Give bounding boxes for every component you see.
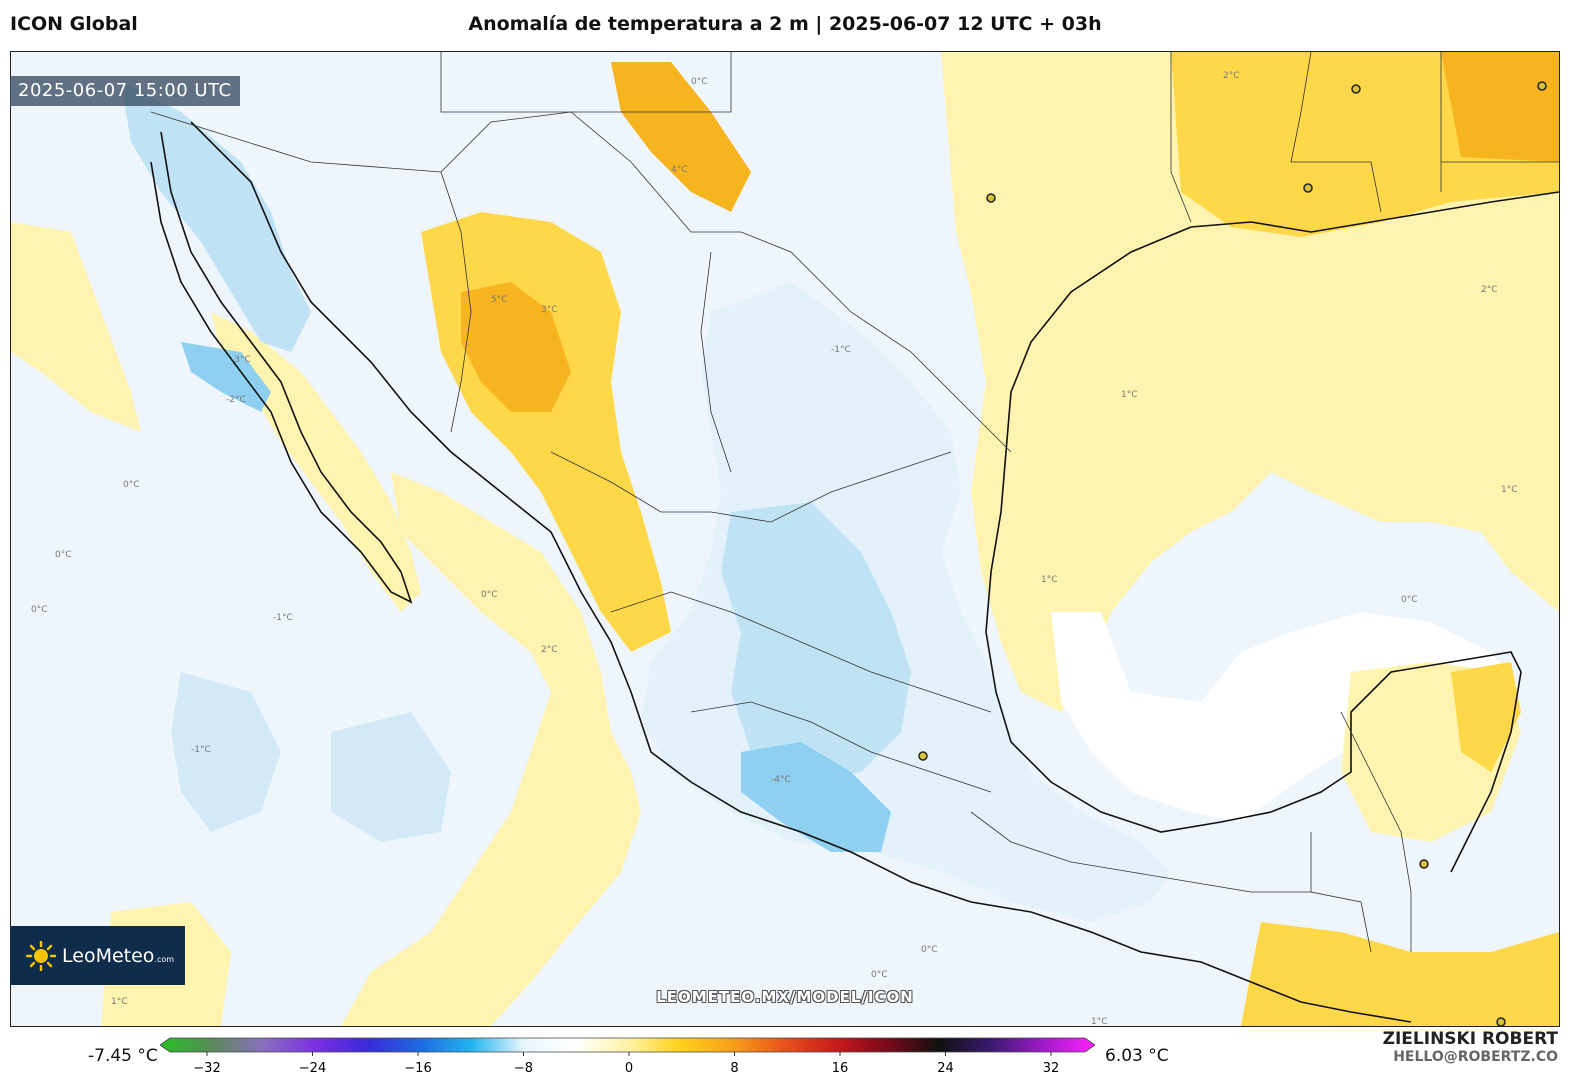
warm-region-west-edge	[11, 222, 141, 432]
contour-label: -1°C	[831, 345, 851, 355]
sun-icon	[26, 940, 56, 971]
contour-label: 0°C	[871, 970, 888, 980]
author-name: ZIELINSKI ROBERT	[1382, 1029, 1558, 1049]
city-marker	[986, 193, 996, 203]
border-central-3	[690, 701, 992, 793]
colorbar-tick-label: 16	[832, 1061, 849, 1076]
contour-labels: 0°C 2°C 1°C 1°C 0°C 0°C 0°C -1°C -1°C 0°…	[31, 71, 1518, 1026]
coastline-us-gulf	[1190, 191, 1559, 233]
city-markers	[918, 81, 1547, 1026]
author-email: HELLO@ROBERTZ.CO	[1393, 1049, 1558, 1065]
contour-label: -3°C	[231, 355, 251, 365]
map-panel[interactable]: 0°C 2°C 1°C 1°C 0°C 0°C 0°C -1°C -1°C 0°…	[10, 51, 1560, 1027]
colorbar-scale	[160, 1037, 1095, 1053]
border-us-states-2	[1290, 52, 1382, 213]
warm-region-yucatan-east	[1451, 662, 1521, 772]
admin-borders	[150, 52, 1559, 953]
contour-label: 1°C	[111, 997, 128, 1007]
contour-label: 4°C	[671, 165, 688, 175]
legend-max-value: 6.03 °C	[1105, 1046, 1169, 1066]
watermark: LEOMETEO.MX/MODEL/ICON	[656, 988, 914, 1006]
colorbar-tick-label: 24	[937, 1061, 954, 1076]
contour-label: 1°C	[1121, 390, 1138, 400]
border-guatemala	[1310, 832, 1372, 953]
contour-label: 2°C	[541, 645, 558, 655]
warm-region-central-america	[1241, 922, 1559, 1026]
valid-time-badge: 2025-06-07 15:00 UTC	[10, 76, 240, 106]
contour-label: -4°C	[771, 775, 791, 785]
cool-region-pacific-center	[331, 712, 451, 842]
cool-region-central-core	[721, 502, 911, 782]
border-chihuahua-coahuila	[700, 251, 732, 473]
coastline-mexico-gulf	[985, 226, 1522, 873]
cool-region-gulf-of-california	[121, 82, 311, 352]
colorbar-tick-label: 0	[625, 1061, 633, 1076]
logo-suffix: .com	[154, 954, 175, 964]
border-central-1	[550, 451, 952, 523]
contour-label: 0°C	[1401, 595, 1418, 605]
city-marker	[1303, 183, 1313, 193]
city-marker	[1351, 84, 1361, 94]
cool-region-south-core	[741, 742, 891, 852]
colorbar-ticks: −32 −24 −16 −8 0 8 16 24 32	[193, 1052, 1059, 1076]
border-nw-top	[440, 52, 732, 113]
contour-label: 0°C	[691, 77, 708, 87]
leometeo-logo: LeoMeteo.com	[10, 926, 185, 985]
city-marker	[1496, 1017, 1506, 1026]
warm-region-sonora-core	[461, 282, 571, 412]
border-us-states-1	[1170, 52, 1192, 223]
border-us-states-3	[1440, 52, 1559, 192]
legend-min-value: -7.45 °C	[88, 1046, 158, 1066]
colorbar-tick-label: −32	[193, 1061, 220, 1076]
contour-label: 1°C	[1041, 575, 1058, 585]
border-central-2	[610, 591, 992, 713]
chart-title: Anomalía de temperatura a 2 m | 2025-06-…	[468, 13, 1102, 35]
contour-label: 3°C	[541, 305, 558, 315]
contour-label: -1°C	[191, 745, 211, 755]
anomaly-map[interactable]: 0°C 2°C 1°C 1°C 0°C 0°C 0°C -1°C -1°C 0°…	[11, 52, 1559, 1026]
coastline-mexico-pacific	[190, 121, 1412, 1023]
border-south	[970, 811, 1311, 893]
city-marker	[918, 751, 928, 761]
logo-text: LeoMeteo.com	[62, 945, 174, 967]
warm-region-us-southeast	[1441, 52, 1559, 162]
contour-label: 2°C	[1223, 71, 1240, 81]
border-yucatan	[1340, 711, 1412, 952]
contour-label: 0°C	[123, 480, 140, 490]
cool-region-bay-of-campeche	[1051, 612, 1521, 822]
contour-label: 0°C	[31, 605, 48, 615]
colorbar: −32 −24 −16 −8 0 8 16 24 32	[160, 1037, 1095, 1076]
warm-region-pacific-coast	[341, 472, 641, 1026]
colorbar-tick-label: −16	[404, 1061, 431, 1076]
contour-label: 0°C	[921, 945, 938, 955]
cool-region-pacific-west	[171, 672, 281, 832]
city-marker	[1419, 859, 1429, 869]
colorbar-tick-label: −24	[299, 1061, 326, 1076]
contour-label: -2°C	[226, 395, 246, 405]
border-sonora-chihuahua	[440, 171, 472, 433]
model-name: ICON Global	[10, 13, 138, 35]
warm-region-chihuahua-north	[611, 62, 751, 212]
cool-region-baja-west	[181, 342, 271, 412]
contour-label: 1°C	[1091, 1017, 1108, 1026]
colorbar-tick-label: 32	[1043, 1061, 1060, 1076]
contour-label: 0°C	[481, 590, 498, 600]
city-marker	[1537, 81, 1547, 91]
coastline-baja	[150, 131, 413, 604]
contour-label: 0°C	[55, 550, 72, 560]
logo-main: LeoMeteo	[62, 944, 155, 967]
contour-label: 2°C	[1481, 285, 1498, 295]
coastlines	[150, 121, 1559, 1023]
colorbar-tick-label: 8	[730, 1061, 738, 1076]
colorbar-tick-label: −8	[514, 1061, 533, 1076]
contour-label: 1°C	[1501, 485, 1518, 495]
contour-label: 5°C	[491, 295, 508, 305]
contour-label: -1°C	[273, 613, 293, 623]
